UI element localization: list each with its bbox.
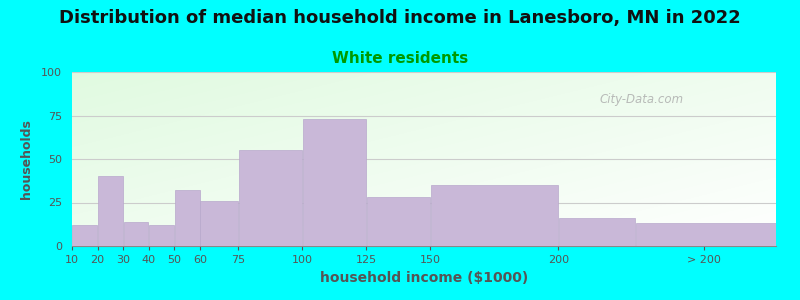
Bar	[149, 225, 174, 246]
Bar	[366, 197, 430, 246]
Bar	[98, 176, 123, 246]
Bar	[302, 119, 366, 246]
Text: White residents: White residents	[332, 51, 468, 66]
Text: City-Data.com: City-Data.com	[600, 93, 684, 106]
Y-axis label: households: households	[20, 119, 33, 199]
Bar	[635, 224, 776, 246]
Bar	[174, 190, 200, 246]
Bar	[430, 185, 558, 246]
Bar	[558, 218, 635, 246]
Bar	[238, 150, 302, 246]
Bar	[200, 201, 238, 246]
Text: Distribution of median household income in Lanesboro, MN in 2022: Distribution of median household income …	[59, 9, 741, 27]
Bar	[123, 222, 149, 246]
X-axis label: household income ($1000): household income ($1000)	[320, 271, 528, 285]
Bar	[72, 225, 98, 246]
